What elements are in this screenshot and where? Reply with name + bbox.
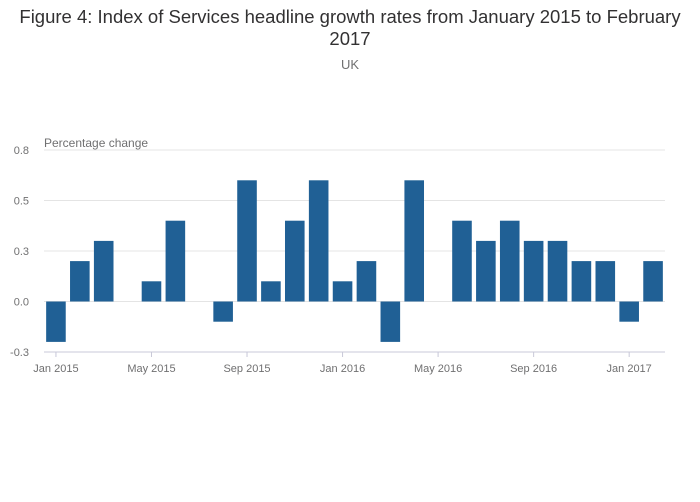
- bar: [141, 281, 162, 302]
- y-tick-label: 0.3: [14, 246, 29, 258]
- bar: [261, 281, 281, 302]
- bar: [332, 281, 353, 302]
- bar: [619, 301, 639, 322]
- bar: [595, 261, 616, 302]
- bar: [523, 240, 544, 302]
- bar-series: [46, 180, 663, 342]
- y-axis-label: Percentage change: [44, 136, 148, 150]
- x-tick-label: May 2015: [127, 363, 175, 375]
- bar: [70, 261, 90, 302]
- x-tick-label: Jan 2016: [320, 363, 365, 375]
- bar: [356, 261, 377, 302]
- bar: [284, 220, 305, 302]
- chart-subtitle: UK: [340, 57, 360, 72]
- bar: [452, 220, 472, 302]
- x-tick-label: Sep 2015: [223, 363, 270, 375]
- bar: [46, 301, 66, 342]
- x-tick-label: May 2016: [414, 363, 462, 375]
- x-tick-label: Jan 2015: [33, 363, 78, 375]
- bar: [476, 240, 496, 302]
- bar: [547, 240, 568, 302]
- bar: [404, 180, 425, 302]
- y-tick-label: 0.5: [14, 196, 29, 208]
- bar: [499, 220, 520, 302]
- bar: [571, 261, 592, 302]
- bar: [308, 180, 329, 302]
- chart-title: Figure 4: Index of Services headline gro…: [19, 6, 681, 49]
- y-tick-label: -0.3: [10, 347, 29, 359]
- bar: [213, 301, 233, 322]
- y-tick-label: 0.8: [14, 145, 29, 157]
- y-axis-ticks: 0.8 0.5 0.3 0.0 -0.3: [10, 145, 29, 359]
- bar: [380, 301, 401, 342]
- x-axis: Jan 2015 May 2015 Sep 2015 Jan 2016 May 2016…: [33, 352, 652, 375]
- x-tick-label: Sep 2016: [510, 363, 557, 375]
- bar: [643, 261, 663, 302]
- bar: [93, 240, 114, 302]
- bar: [237, 180, 257, 302]
- y-tick-label: 0.0: [14, 297, 29, 309]
- x-tick-label: Jan 2017: [607, 363, 652, 375]
- bar: [165, 220, 186, 302]
- gridlines: [44, 149, 665, 353]
